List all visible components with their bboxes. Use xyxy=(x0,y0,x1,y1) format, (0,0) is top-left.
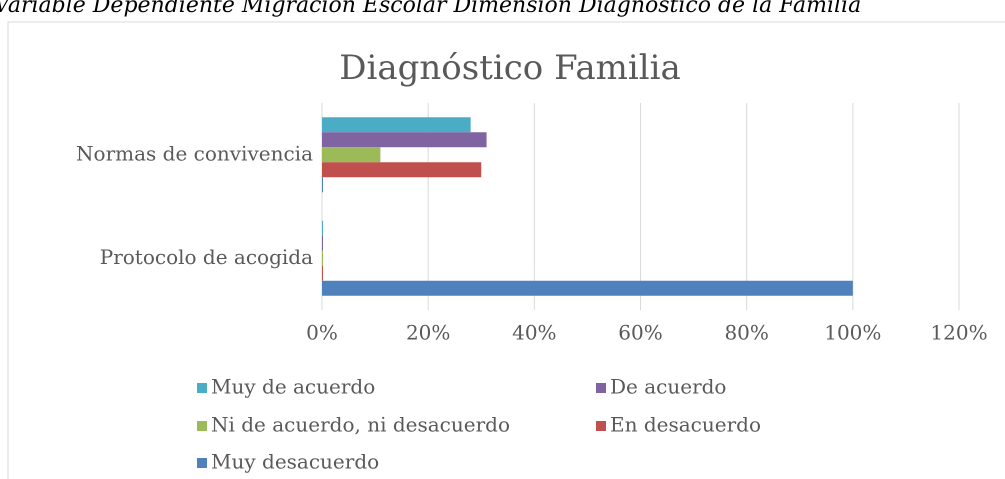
legend-label: De acuerdo xyxy=(610,375,726,399)
bar xyxy=(322,280,853,296)
legend-swatch xyxy=(596,383,606,393)
x-tick-label: 40% xyxy=(512,321,556,345)
bar xyxy=(322,235,323,251)
x-tick-label: 20% xyxy=(406,321,450,345)
x-tick-label: 100% xyxy=(824,321,881,345)
chart-border xyxy=(7,21,1005,479)
legend-label: Muy de acuerdo xyxy=(211,375,375,399)
legend-swatch xyxy=(197,421,207,431)
x-tick-label: 80% xyxy=(724,321,768,345)
bar xyxy=(322,162,482,178)
y-tick-label: Protocolo de acogida xyxy=(100,245,313,269)
chart-title: Diagnóstico Familia xyxy=(339,48,681,88)
legend-swatch xyxy=(596,421,606,431)
y-tick-label: Normas de convivencia xyxy=(76,141,313,165)
x-tick-label: 60% xyxy=(618,321,662,345)
caption: Variable Dependiente Migración Escolar D… xyxy=(0,0,861,18)
bar xyxy=(322,220,323,236)
bar xyxy=(322,177,323,193)
legend-label: Muy desacuerdo xyxy=(211,450,379,474)
x-tick-label: 120% xyxy=(930,321,987,345)
x-tick-label: 0% xyxy=(306,321,338,345)
bar xyxy=(322,132,487,148)
legend-label: En desacuerdo xyxy=(610,413,761,437)
bar xyxy=(322,117,471,133)
bar xyxy=(322,265,323,281)
legend-swatch xyxy=(197,383,207,393)
bar xyxy=(322,147,381,163)
bar xyxy=(322,250,323,266)
legend-label: Ni de acuerdo, ni desacuerdo xyxy=(211,413,510,437)
legend-swatch xyxy=(197,458,207,468)
